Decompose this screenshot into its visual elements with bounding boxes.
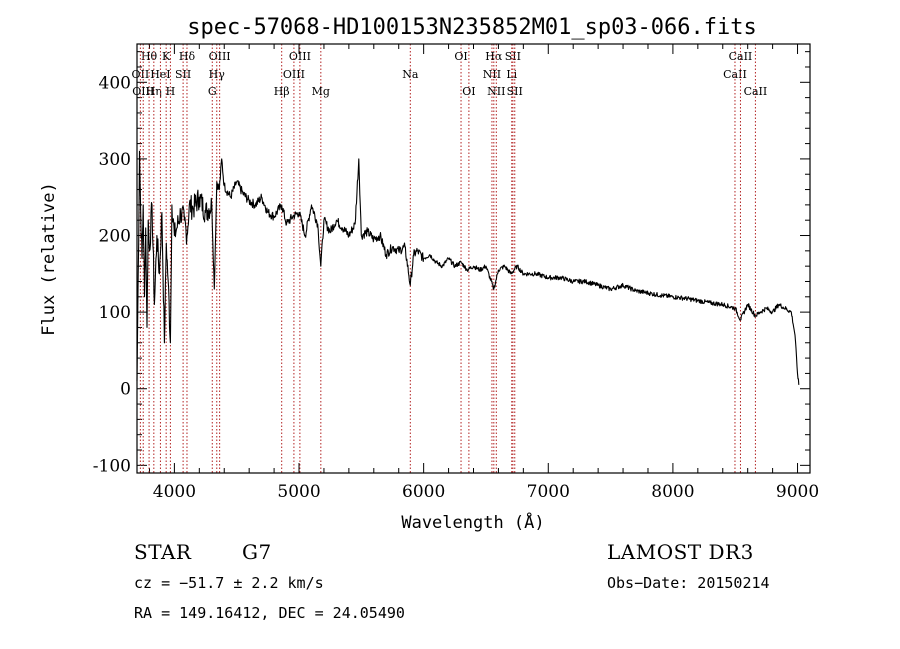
spectral-line-label: Hη [146, 85, 162, 98]
x-tick-label: 4000 [153, 482, 196, 502]
spectral-line-label: G [208, 85, 217, 98]
y-tick-label: 400 [99, 73, 131, 93]
y-tick-label: 100 [99, 303, 131, 323]
plot-frame [136, 43, 811, 474]
x-tick-label: 5000 [277, 482, 320, 502]
object-subclass: G7 [242, 540, 272, 564]
chart-title: spec-57068-HD100153N235852M01_sp03-066.f… [187, 15, 757, 40]
survey-name: LAMOST DR3 [607, 540, 754, 564]
spectral-line-label: OI [454, 50, 467, 63]
spectral-line-label: OI [462, 85, 475, 98]
spectral-line-label: CaII [729, 50, 753, 63]
observation-date: Obs−Date: 20150214 [607, 574, 770, 592]
y-tick-label: 300 [99, 150, 131, 170]
spectral-line-label: SII [507, 85, 523, 98]
spectral-line-label: SII [505, 50, 521, 63]
spectral-line-label: Hθ [141, 50, 158, 63]
spectral-line-label: K [162, 50, 171, 63]
y-tick-label: -100 [93, 456, 131, 476]
spectral-line-label: Hγ [209, 68, 226, 81]
spectral-line-label: Hα [485, 50, 503, 63]
spectral-line-label: CaII [723, 68, 747, 81]
spectral-line-label: Li [506, 68, 517, 81]
x-tick-label: 8000 [651, 482, 694, 502]
spectral-line-label: OIII [132, 85, 154, 98]
x-tick-label: 7000 [527, 482, 570, 502]
spectral-line-label: SII [175, 68, 191, 81]
spectrum-line [136, 150, 800, 385]
spectral-line-label: Hβ [274, 85, 290, 98]
x-tick-label: 6000 [402, 482, 445, 502]
spectral-line-label: H [166, 85, 176, 98]
spectral-line-label: OIII [209, 50, 231, 63]
spectral-line-label: OIII [283, 68, 305, 81]
x-axis-label: Wavelength (Å) [401, 511, 544, 533]
spectral-line-label: OII [132, 68, 150, 81]
y-axis-label: Flux (relative) [39, 182, 59, 336]
spectral-line-label: Hδ [179, 50, 196, 63]
redshift-cz: cz = −51.7 ± 2.2 km/s [134, 574, 324, 592]
y-tick-label: 0 [120, 380, 131, 400]
spectral-line-label: NII [487, 85, 505, 98]
spectral-line-label: Na [402, 68, 419, 81]
x-tick-label: 9000 [776, 482, 819, 502]
y-tick-label: 200 [99, 227, 131, 247]
spectral-line-label: HeI [150, 68, 170, 81]
object-class: STAR [134, 540, 192, 564]
spectral-line-label: NII [483, 68, 501, 81]
spectral-line-label: OIII [289, 50, 311, 63]
coordinates: RA = 149.16412, DEC = 24.05490 [134, 604, 405, 622]
spectral-line-label: CaII [744, 85, 768, 98]
spectral-line-label: Mg [312, 85, 330, 98]
